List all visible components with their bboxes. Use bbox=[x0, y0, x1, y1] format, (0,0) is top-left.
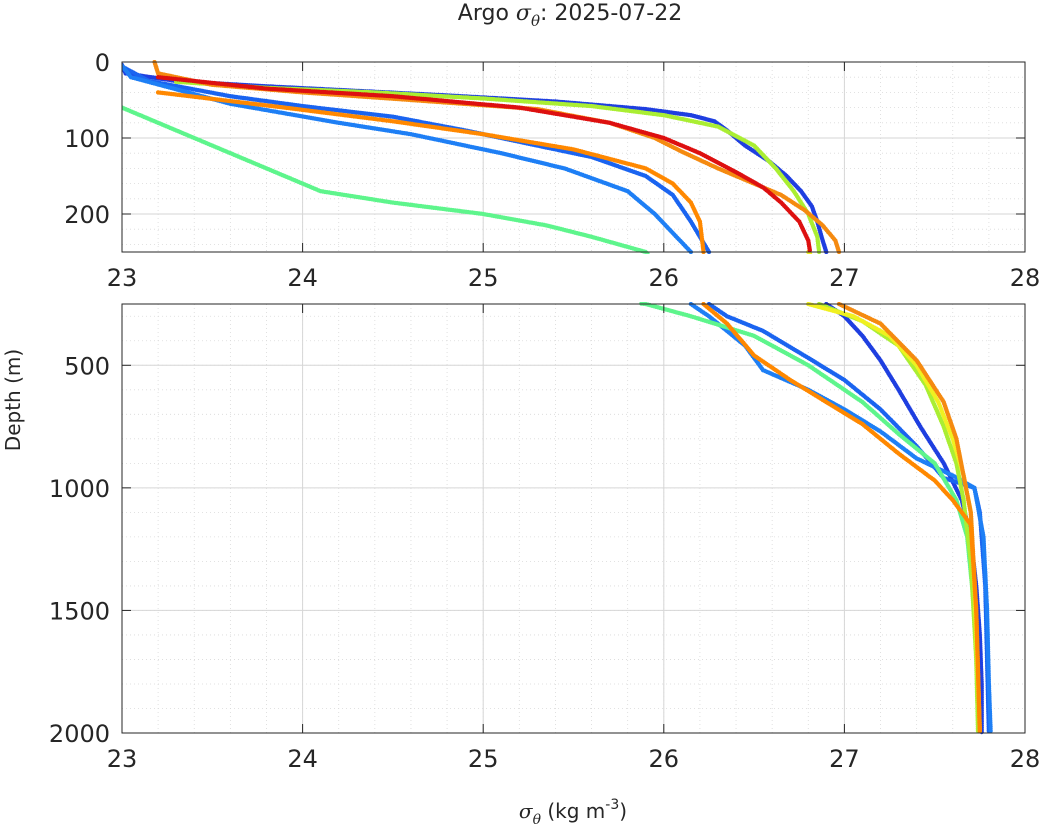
y-tick-label: 1000 bbox=[49, 475, 110, 503]
x-tick-label: 23 bbox=[107, 745, 138, 773]
lower-axes-box bbox=[121, 303, 1026, 734]
x-tick-label: 28 bbox=[1010, 745, 1041, 773]
upper-panel: 23 24 25 26 27 28 0 100 200 bbox=[64, 49, 1040, 292]
lower-plot-area bbox=[122, 304, 1025, 733]
x-tick-label: 27 bbox=[829, 264, 860, 292]
x-tick-label: 28 bbox=[1010, 264, 1041, 292]
x-tick-label: 24 bbox=[287, 264, 318, 292]
y-tick-label: 0 bbox=[95, 49, 110, 77]
chart-title: Argo σθ: 2025-07-22 bbox=[458, 1, 682, 30]
x-axis-label: σθ (kg m-3) bbox=[519, 797, 627, 828]
lower-data bbox=[639, 302, 993, 735]
profile-9-point bbox=[807, 247, 812, 253]
x-tick-label: 24 bbox=[287, 745, 318, 773]
x-tick-label: 25 bbox=[468, 745, 499, 773]
upper-data bbox=[122, 60, 842, 254]
x-tick-label: 27 bbox=[829, 745, 860, 773]
y-tick-label: 500 bbox=[64, 352, 110, 380]
x-tick-label: 25 bbox=[468, 264, 499, 292]
y-tick-label: 1500 bbox=[49, 597, 110, 625]
upper-axes-box bbox=[121, 61, 1026, 253]
y-tick-label: 100 bbox=[64, 125, 110, 153]
profile-3-point bbox=[988, 728, 993, 734]
y-tick-label: 200 bbox=[64, 201, 110, 229]
y-tick-label: 2000 bbox=[49, 720, 110, 748]
x-tick-label: 23 bbox=[107, 264, 138, 292]
lower-panel: 23 24 25 26 27 28 500 1000 1500 2000 bbox=[49, 302, 1041, 773]
x-tick-label: 26 bbox=[649, 264, 680, 292]
x-tick-label: 26 bbox=[649, 745, 680, 773]
y-axis-label: Depth (m) bbox=[1, 349, 25, 451]
profile-8-point bbox=[977, 728, 982, 733]
upper-plot-area bbox=[122, 62, 1025, 252]
